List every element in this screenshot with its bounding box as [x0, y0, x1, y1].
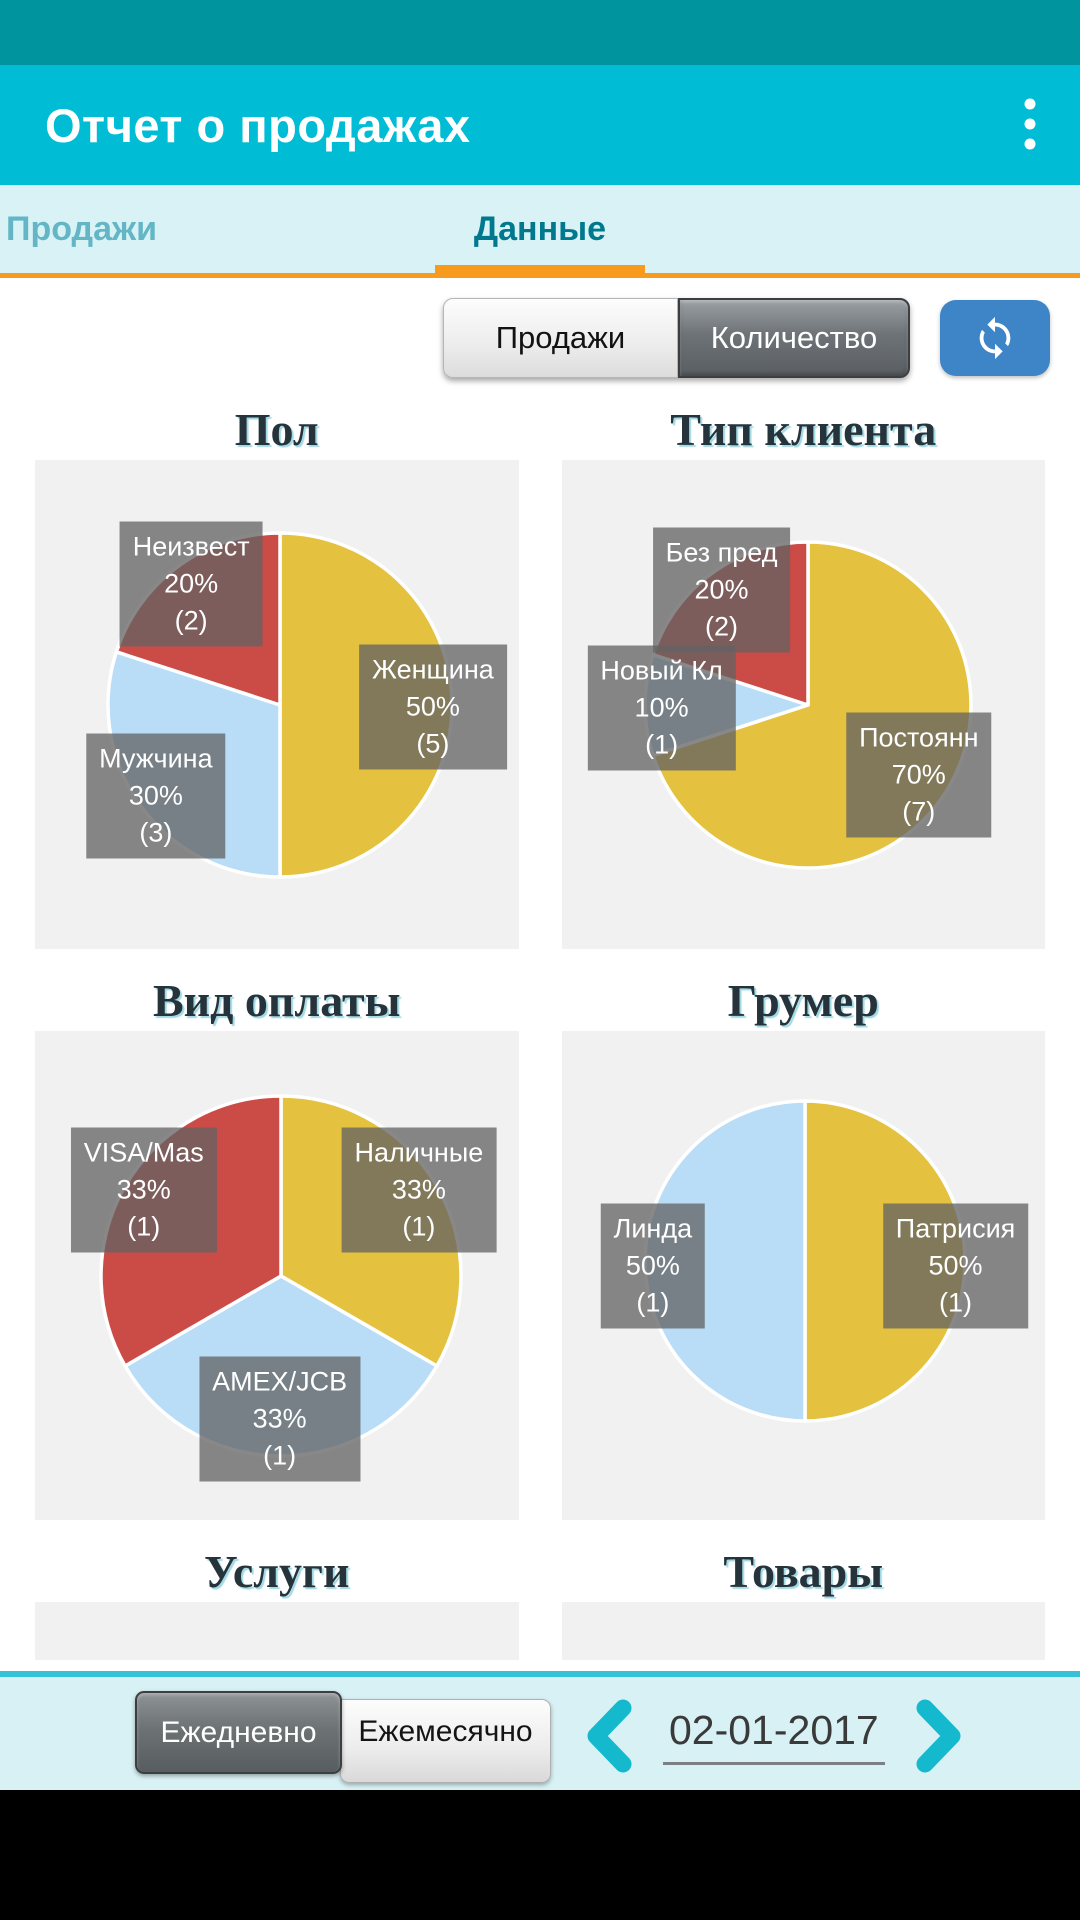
monthly-button[interactable]: Ежемесячно — [340, 1699, 551, 1783]
chart-gender: Пол Женщина 50% (5) Мужчина 30% (3) Неизвест 20… — [35, 378, 519, 949]
chart-groomer: Грумер Патрисия 50% (1) Линда 50% (1) — [561, 949, 1045, 1520]
metric-toggle-group: Продажи Количество — [443, 298, 910, 378]
pie-slice-label: Наличные 33% (1) — [341, 1127, 497, 1253]
android-nav-area — [0, 1790, 1080, 1920]
tab-data[interactable]: Данные — [473, 210, 607, 248]
kebab-menu-icon — [1024, 98, 1036, 150]
chart-title-client-type: Тип клиента — [670, 404, 937, 455]
overflow-menu-button[interactable] — [1010, 93, 1050, 157]
pie-slice-label: Линда 50% (1) — [600, 1203, 706, 1329]
chart-services: Услуги — [35, 1520, 519, 1660]
tab-bar: Продажи Данные — [0, 185, 1080, 278]
chart-title-groomer: Грумер — [727, 975, 879, 1026]
pie-slice-label: AMEX/JCB 33% (1) — [199, 1356, 361, 1482]
toggle-quantity-button[interactable]: Количество — [678, 298, 910, 378]
charts-grid: Пол Женщина 50% (5) Мужчина 30% (3) Неизвест 20… — [0, 378, 1080, 1660]
page-title: Отчет о продажах — [45, 98, 471, 152]
pie-slice-label: Неизвест 20% (2) — [119, 521, 263, 647]
pie-slice-label: Без пред 20% (2) — [652, 527, 791, 653]
date-navigator: 02-01-2017 — [585, 1699, 963, 1773]
chart-payment-type: Вид оплаты Наличные 33% (1) AMEX/JCB 33% (1) V… — [35, 949, 519, 1520]
pie-slice-label: VISA/Mas 33% (1) — [70, 1127, 217, 1253]
chart-panel-gender: Женщина 50% (5) Мужчина 30% (3) Неизвест 20% (2) — [35, 460, 519, 949]
toggle-sales-button[interactable]: Продажи — [443, 298, 678, 378]
chart-title-gender: Пол — [234, 404, 319, 455]
toolbar: Продажи Количество — [0, 298, 1080, 378]
chart-title-payment-type: Вид оплаты — [152, 975, 401, 1026]
content-spacer — [0, 1660, 1080, 1671]
pie-slice-label: Женщина 50% (5) — [359, 644, 507, 770]
bottom-bar: Ежедневно Ежемесячно 02-01-2017 — [0, 1671, 1080, 1790]
chart-panel-services — [35, 1602, 519, 1660]
status-bar — [0, 0, 1080, 65]
chevron-right-icon[interactable] — [915, 1699, 963, 1773]
refresh-icon — [979, 316, 1011, 360]
app-header: Отчет о продажах — [0, 65, 1080, 185]
chart-panel-client-type: Постоянн 70% (7) Новый Кл 10% (1) Без пред 20%(… — [561, 460, 1045, 949]
chart-client-type: Тип клиента Постоянн 70% (7) Новый Кл 10% (1)… — [561, 378, 1045, 949]
pie-slice-label: Мужчина 30% (3) — [86, 733, 226, 859]
pie-slice-label: Новый Кл 10% (1) — [587, 645, 736, 771]
date-field[interactable]: 02-01-2017 — [663, 1707, 885, 1765]
period-toggle-group: Ежедневно Ежемесячно — [135, 1691, 551, 1783]
refresh-button[interactable] — [940, 300, 1050, 376]
chart-title-services: Услуги — [204, 1546, 350, 1597]
chart-panel-goods — [561, 1602, 1045, 1660]
active-tab-indicator — [435, 265, 645, 278]
pie-slice-label: Постоянн 70% (7) — [846, 712, 992, 838]
chart-panel-payment-type: Наличные 33% (1) AMEX/JCB 33% (1) VISA/Mas 33%(… — [35, 1031, 519, 1520]
tab-sales[interactable]: Продажи — [6, 210, 158, 248]
chart-panel-groomer: Патрисия 50% (1) Линда 50% (1) — [561, 1031, 1045, 1520]
chart-title-goods: Товары — [723, 1546, 884, 1597]
chart-goods: Товары — [561, 1520, 1045, 1660]
pie-slice-label: Патрисия 50% (1) — [882, 1203, 1029, 1329]
daily-button[interactable]: Ежедневно — [135, 1691, 342, 1774]
chevron-left-icon[interactable] — [585, 1699, 633, 1773]
